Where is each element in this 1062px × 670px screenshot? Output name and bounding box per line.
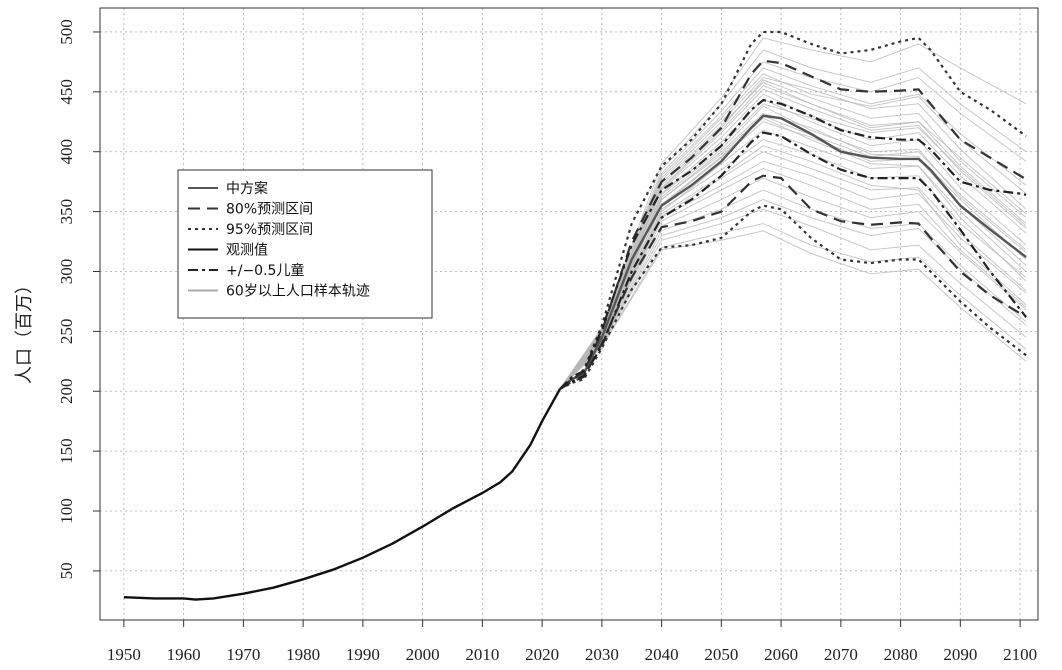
x-tick-label: 1950 <box>107 645 141 664</box>
sample-trajectory-line <box>559 208 1027 390</box>
x-tick-label: 2070 <box>824 645 858 664</box>
sample-trajectory-line <box>559 37 1027 390</box>
sample-trajectory-line <box>559 189 1027 390</box>
sample-trajectory-line <box>559 230 1027 390</box>
y-tick-label: 400 <box>57 139 76 165</box>
x-tick-label: 2080 <box>884 645 918 664</box>
x-tick-label: 2030 <box>585 645 619 664</box>
legend-label: 95%预测区间 <box>226 222 313 238</box>
plot-frame <box>99 7 1039 621</box>
x-tick-label: 2050 <box>704 645 738 664</box>
sample-trajectory-line <box>559 79 1027 390</box>
y-tick-label: 200 <box>57 378 76 404</box>
series-line <box>559 114 1027 390</box>
legend-label: 60岁以上人口样本轨迹 <box>226 284 370 300</box>
series-line <box>123 388 562 601</box>
x-tick-label: 1960 <box>167 645 201 664</box>
x-tick-label: 2010 <box>465 645 499 664</box>
sample-trajectory-line <box>559 223 1027 390</box>
series-lines <box>123 30 1027 601</box>
y-tick-label: 300 <box>57 259 76 285</box>
x-tick-label: 1980 <box>286 645 320 664</box>
x-tick-label: 2000 <box>406 645 440 664</box>
sample-trajectory-line <box>559 98 1027 390</box>
sample-trajectory-line <box>559 103 1027 390</box>
x-tick-label: 2020 <box>525 645 559 664</box>
x-tick-label: 2100 <box>1003 645 1037 664</box>
x-tick-label: 2040 <box>645 645 679 664</box>
y-axis: 50 100 150 200 250 300 350 400 450 500 <box>57 19 100 579</box>
sample-trajectory-line <box>559 76 1027 390</box>
x-tick-label: 2060 <box>764 645 798 664</box>
y-tick-label: 250 <box>57 319 76 345</box>
y-tick-label: 100 <box>57 498 76 523</box>
series-line <box>559 174 1027 390</box>
sample-trajectory-line <box>559 49 1027 390</box>
legend-label: 观测值 <box>226 243 268 259</box>
legend-label: 80%预测区间 <box>226 202 313 218</box>
sample-trajectory-line <box>559 73 1027 390</box>
series-line <box>559 99 1027 390</box>
legend-label: +/−0.5儿童 <box>226 262 304 279</box>
y-axis-title: 人口（百万） <box>14 276 35 384</box>
series-line <box>559 204 1027 390</box>
series-line <box>559 30 1027 390</box>
x-tick-label: 1990 <box>346 645 380 664</box>
y-tick-label: 450 <box>57 79 76 105</box>
sample-trajectory-line <box>559 93 1027 390</box>
y-tick-label: 50 <box>57 562 76 579</box>
legend-box <box>177 169 433 319</box>
sample-trajectory-line <box>559 177 1027 390</box>
sample-trajectory-line <box>559 167 1027 390</box>
y-tick-label: 350 <box>57 199 76 225</box>
sample-trajectory-line <box>559 61 1027 390</box>
legend-label: 中方案 <box>226 180 268 197</box>
x-tick-label: 2090 <box>943 645 977 664</box>
sample-trajectories <box>559 37 1027 390</box>
x-axis: 1950 1960 1970 1980 1990 2000 2010 2020 2030 2040… <box>107 620 1037 664</box>
series-line <box>559 59 1027 390</box>
y-tick-label: 150 <box>57 438 76 464</box>
sample-trajectory-line <box>559 115 1027 390</box>
y-tick-label: 500 <box>57 19 76 45</box>
x-tick-label: 1970 <box>226 645 260 664</box>
